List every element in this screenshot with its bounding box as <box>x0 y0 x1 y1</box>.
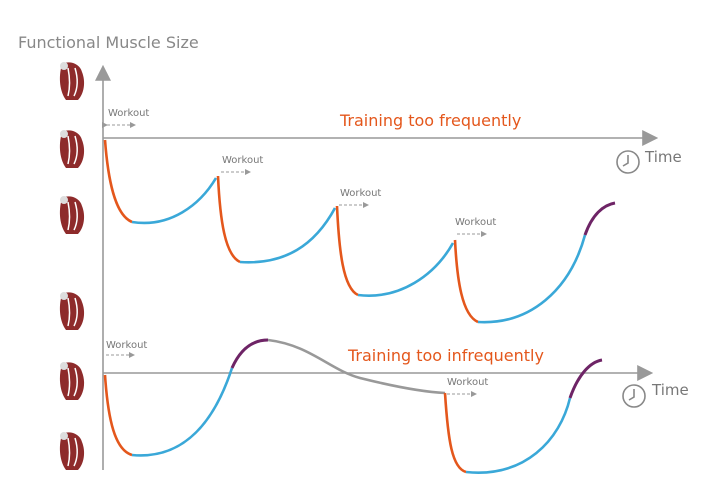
curve-infrequent <box>103 338 603 474</box>
panel-title: Training too frequently <box>339 111 521 130</box>
workout-label: Workout <box>108 108 149 119</box>
panel-title: Training too infrequently <box>347 346 544 365</box>
workout-markers: Workout Workout Workout Workout Workout … <box>102 108 496 397</box>
axis-label: Time <box>651 381 689 399</box>
workout-label: Workout <box>222 155 263 166</box>
clock-icon <box>616 150 646 408</box>
workout-label: Workout <box>340 188 381 199</box>
workout-label: Workout <box>106 340 147 351</box>
workout-label: Workout <box>447 377 488 388</box>
axis-label: Time <box>644 148 682 166</box>
workout-label: Workout <box>455 217 496 228</box>
muscle-icons <box>59 61 85 471</box>
curve-frequent <box>103 139 616 324</box>
title: Functional Muscle Size <box>18 33 199 52</box>
